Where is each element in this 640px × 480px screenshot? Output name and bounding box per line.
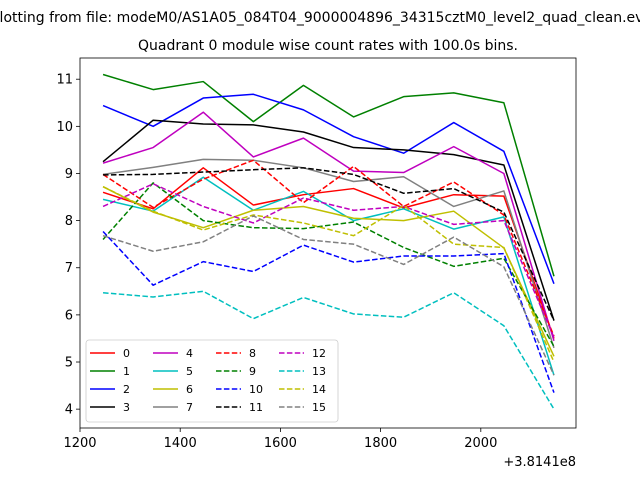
y-tick-label: 11 — [56, 73, 73, 88]
legend-item-1: 1 — [90, 365, 130, 378]
legend-item-3: 3 — [90, 401, 130, 414]
x-tick-label: 1200 — [63, 436, 96, 451]
series-line-14 — [102, 186, 555, 363]
y-tick-label: 10 — [56, 120, 73, 135]
plot-frame — [79, 57, 577, 429]
legend-item-6: 6 — [153, 383, 193, 396]
legend-label: 13 — [312, 365, 326, 378]
series-line-7 — [102, 158, 555, 349]
chart-suptitle: Plotting from file: modeM0/AS1A05_084T04… — [0, 10, 640, 26]
legend-box — [85, 339, 339, 423]
legend-item-8: 8 — [216, 347, 256, 360]
y-tick-label: 5 — [65, 356, 73, 371]
y-tick-label: 9 — [65, 167, 73, 182]
legend-item-0: 0 — [90, 347, 130, 360]
legend-label: 0 — [123, 347, 130, 360]
series-line-11 — [103, 167, 555, 321]
legend-item-12: 12 — [279, 347, 326, 360]
y-tick-label: 8 — [65, 214, 73, 229]
series-layer — [102, 73, 555, 410]
legend-item-13: 13 — [279, 365, 326, 378]
series-line-10 — [102, 230, 555, 393]
legend-item-11: 11 — [216, 401, 263, 414]
series-line-15 — [102, 215, 555, 376]
legend-item-4: 4 — [153, 347, 193, 360]
legend-label: 12 — [312, 347, 326, 360]
series-line-2 — [102, 93, 555, 285]
x-tick-label: 2000 — [464, 436, 497, 451]
x-axis: 1200 1400 1600 1800 2000 — [63, 428, 497, 451]
y-axis: 4 5 6 7 8 9 10 11 — [56, 73, 80, 418]
legend-label: 3 — [123, 401, 130, 414]
series-line-13 — [102, 290, 555, 410]
legend-item-14: 14 — [279, 383, 326, 396]
legend-label: 15 — [312, 401, 326, 414]
chart-title: Quadrant 0 module wise count rates with … — [138, 38, 518, 54]
legend-label: 8 — [249, 347, 256, 360]
legend-label: 6 — [186, 383, 193, 396]
y-tick-label: 4 — [65, 403, 73, 418]
legend-label: 14 — [312, 383, 326, 396]
legend-label: 4 — [186, 347, 193, 360]
legend-label: 9 — [249, 365, 256, 378]
series-line-12 — [102, 183, 555, 338]
series-line-9 — [102, 182, 555, 347]
legend-label: 5 — [186, 365, 193, 378]
y-tick-label: 7 — [65, 261, 73, 276]
legend-label: 10 — [249, 383, 263, 396]
series-line-4 — [102, 111, 555, 342]
x-axis-offset-label: +3.8141e8 — [503, 455, 576, 470]
legend-item-15: 15 — [279, 401, 326, 414]
series-line-0 — [102, 167, 555, 339]
legend-label: 1 — [123, 365, 130, 378]
legend-item-5: 5 — [153, 365, 193, 378]
series-line-8 — [102, 159, 555, 337]
x-tick-label: 1800 — [364, 436, 397, 451]
x-tick-label: 1400 — [164, 436, 197, 451]
legend-label: 11 — [249, 401, 263, 414]
legend-item-2: 2 — [90, 383, 130, 396]
legend-item-10: 10 — [216, 383, 263, 396]
legend-label: 2 — [123, 383, 130, 396]
series-line-1 — [102, 73, 555, 277]
x-tick-label: 1600 — [264, 436, 297, 451]
y-tick-label: 6 — [65, 308, 73, 323]
legend-label: 7 — [186, 401, 193, 414]
legend-item-7: 7 — [153, 401, 193, 414]
legend-item-9: 9 — [216, 365, 256, 378]
